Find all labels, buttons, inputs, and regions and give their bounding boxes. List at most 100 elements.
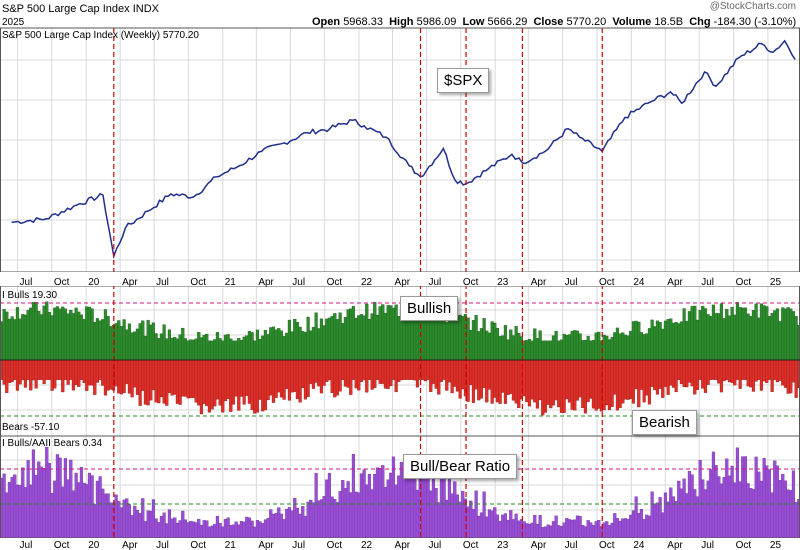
bear-bar [733,359,737,386]
ratio-bar [546,524,550,539]
bull-bar [455,315,460,361]
low-value: 5666.29 [487,16,528,28]
ratio-bar [330,496,334,539]
bear-bar [223,359,228,402]
ratio-bar [429,490,433,539]
bull-bar [127,323,132,361]
bear-bar [717,359,721,384]
bear-bar [370,359,374,390]
bear-bar [669,359,673,386]
bull-bar [381,304,385,361]
ratio-bar [103,493,108,539]
bear-bar [397,359,401,382]
bull-bar [191,339,196,361]
ratio-bar [66,479,70,539]
bull-bar [634,320,638,361]
ratio-bar [517,520,521,539]
bull-bar [549,340,553,361]
x-tick-label-top: 22 [361,277,373,288]
bull-bar [250,332,254,361]
bear-bar [237,359,241,411]
bear-bar [474,359,478,390]
bull-bar [61,306,65,361]
bear-bar [583,359,588,414]
bull-bar [442,315,446,361]
bull-bar [637,321,641,361]
bull-bar [194,338,198,361]
bull-bar [13,319,17,361]
ratio-bar [34,474,38,539]
x-tick-label-bottom: Oct [599,540,615,550]
bear-bar [562,359,566,413]
bear-bar [682,359,686,387]
bear-bar [431,359,436,384]
bear-bar [311,359,316,389]
ratio-bar [26,460,30,539]
bull-bar [205,333,209,361]
ratio-bar [338,491,342,539]
bull-bar [767,316,772,361]
bull-bar [325,318,329,361]
bear-bar [61,359,65,393]
bull-bar [655,320,660,361]
bear-bar [93,359,97,395]
ratio-bar [511,519,516,539]
bear-bar [47,359,52,380]
bear-bar [453,359,457,387]
bull-bar [773,310,777,361]
ratio-bar [634,496,638,539]
bear-bar [522,359,526,397]
ratio-bar [573,519,577,539]
bear-bar [135,359,140,395]
ratio-bar [477,515,481,539]
ratio-bar [509,510,513,539]
ratio-bar [773,460,777,539]
bull-bar [389,305,393,361]
x-tick-label-top: Oct [54,277,70,288]
ratio-bar [746,483,750,539]
x-tick-label-bottom: Oct [54,540,70,550]
bear-bar [109,359,113,390]
bull-bar [231,340,236,361]
bull-bar [786,307,790,361]
ratio-bar [565,518,569,539]
bull-bar [266,334,270,361]
ratio-bar [527,523,532,539]
ratio-bar [301,506,305,539]
ratio-bar [466,506,470,539]
ratio-bar [359,473,364,539]
x-tick-label-top: Jul [701,277,714,288]
ratio-bar [602,522,606,539]
bull-bar [237,338,241,361]
x-tick-label-bottom: 24 [633,540,645,550]
x-tick-label-bottom: Oct [190,540,206,550]
bear-bar [741,359,745,380]
bear-bar [90,359,94,386]
ratio-bar [50,493,54,539]
bull-bar [341,322,345,361]
bear-bar [773,359,777,380]
bull-bar [679,321,684,361]
bear-bar [671,359,676,388]
ratio-bar [154,518,158,539]
bear-bar [402,359,406,380]
bear-bar [661,359,665,398]
bull-bar [778,321,782,361]
bull-bar [754,303,758,361]
bear-bar [189,359,193,398]
x-tick-label-top: Jul [156,277,169,288]
ratio-bar [623,518,628,539]
price-panel-label: S&P 500 Large Cap Index (Weekly) 5770.20 [2,30,199,41]
bear-bar [221,359,225,413]
ratio-bar [311,502,316,539]
bear-bar [394,359,398,393]
bear-bar [122,359,126,393]
bear-bar [647,359,652,405]
ratio-bar [261,523,265,539]
ratio-bar [397,475,401,539]
bear-bar [39,359,44,380]
bull-bar [333,313,337,361]
ratio-bar [535,523,540,539]
bull-bar [709,316,713,361]
bear-bar [405,359,409,380]
